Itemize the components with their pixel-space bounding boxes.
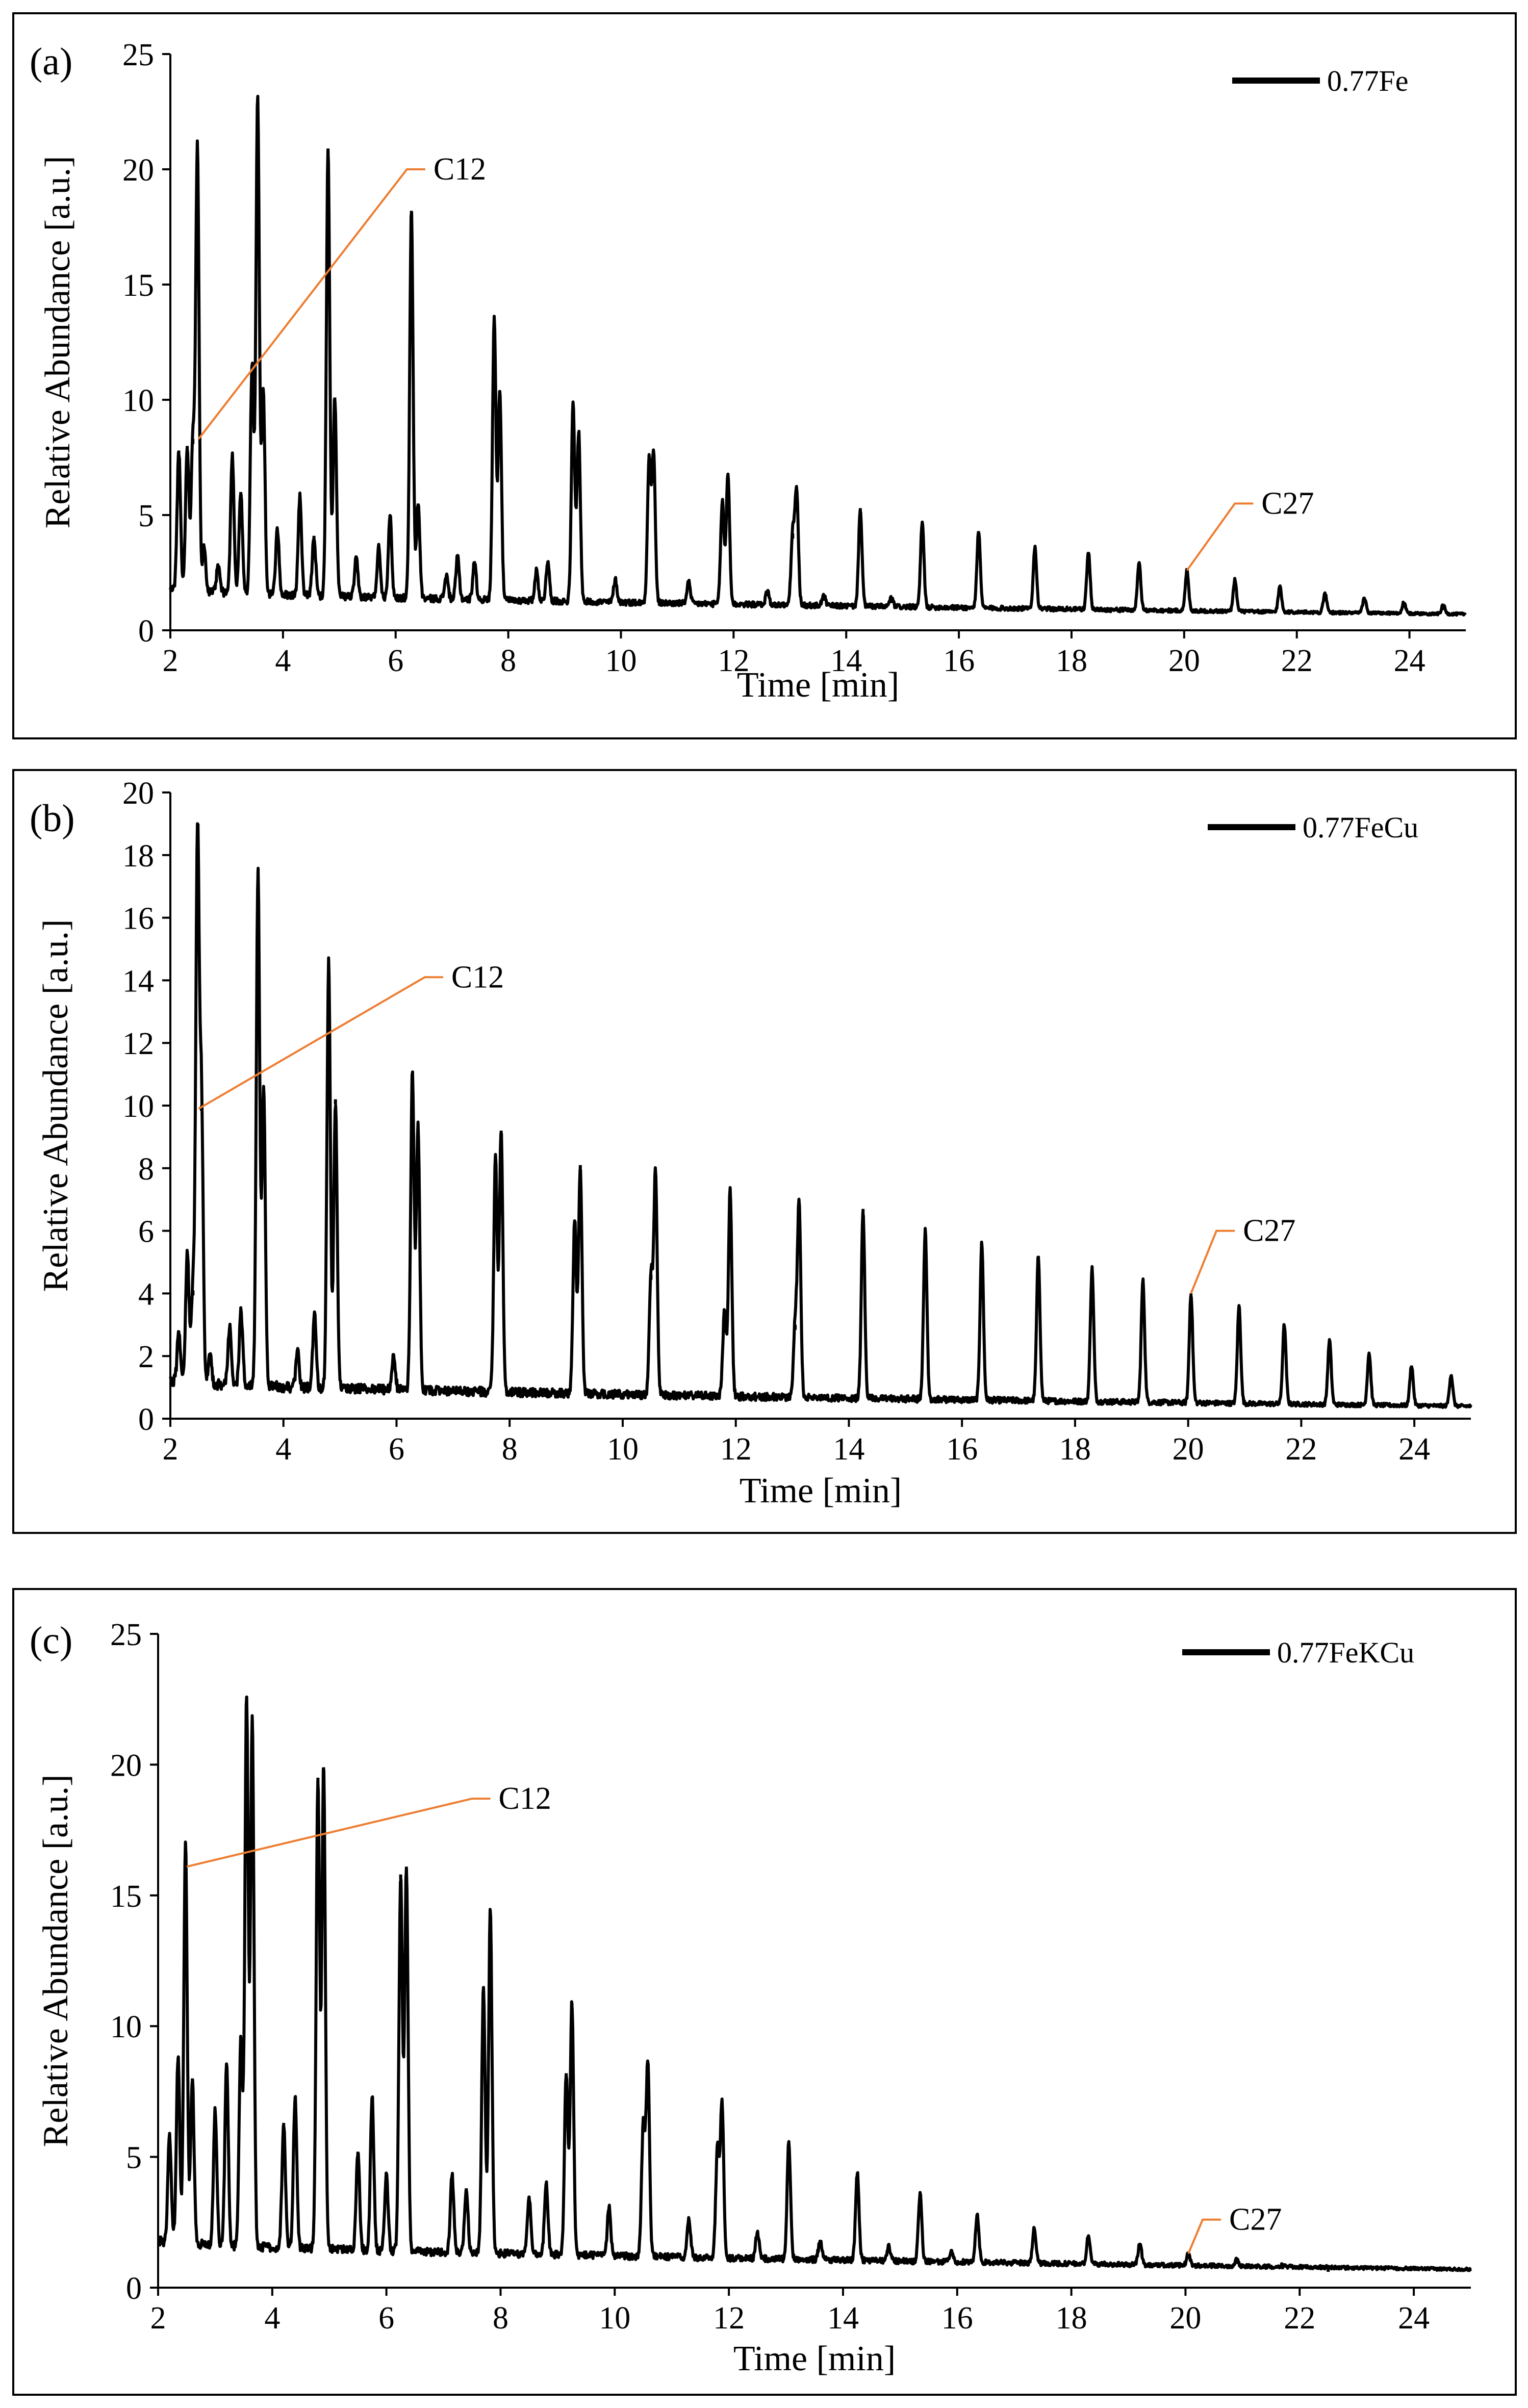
annotation-label: C12 [499, 1781, 551, 1816]
x-tick-label: 24 [1398, 2301, 1430, 2336]
x-tick-label: 16 [943, 644, 975, 678]
x-tick-label: 12 [720, 1432, 752, 1467]
x-tick-label: 18 [1056, 2301, 1087, 2336]
x-tick-label: 4 [264, 2301, 280, 2336]
x-tick-label: 2 [163, 1432, 179, 1467]
y-tick-label: 6 [138, 1215, 154, 1249]
annotation-label: C27 [1243, 1214, 1295, 1248]
annotation-leader-line [186, 1798, 491, 1868]
x-tick-label: 8 [500, 644, 516, 678]
y-tick-label: 25 [122, 38, 154, 72]
chart-panel-c: 0 5 10 15 20 25 2 4 6 8 10 12 14 16 18 20 22 24 Time [min]… [12, 1588, 1517, 2396]
x-tick-label: 10 [605, 644, 636, 678]
y-tick-label: 5 [126, 2141, 142, 2175]
y-tick-label: 0 [126, 2271, 142, 2306]
x-tick-label: 22 [1281, 644, 1313, 678]
x-tick-label: 14 [830, 644, 862, 678]
y-axis-label: Relative Abundance [a.u.] [38, 156, 78, 529]
x-tick-label: 8 [493, 2301, 508, 2336]
x-axis-label: Time [min] [733, 2339, 896, 2378]
legend-label: 0.77FeKCu [1277, 1636, 1414, 1669]
y-tick-label: 12 [122, 1027, 154, 1061]
x-tick-label: 2 [150, 2301, 166, 2336]
x-tick-label: 20 [1168, 644, 1200, 678]
panel-label: (b) [30, 797, 75, 840]
y-tick-label: 0 [138, 1402, 154, 1437]
y-tick-label: 20 [122, 776, 154, 811]
x-tick-label: 6 [388, 644, 403, 678]
x-tick-label: 16 [946, 1432, 978, 1467]
x-tick-label: 12 [718, 644, 749, 678]
y-tick-label: 10 [122, 383, 154, 418]
annotation-label: C12 [434, 152, 486, 187]
x-tick-label: 6 [389, 1432, 404, 1467]
y-tick-label: 16 [122, 902, 154, 936]
annotation-leader-line [1187, 2218, 1221, 2255]
data-series-line [157, 1695, 1472, 2272]
y-tick-label: 2 [138, 1340, 154, 1374]
y-tick-label: 25 [110, 1618, 142, 1652]
y-tick-label: 8 [138, 1152, 154, 1187]
x-tick-label: 2 [163, 644, 179, 678]
x-tick-label: 4 [275, 1432, 291, 1467]
x-tick-label: 12 [713, 2301, 745, 2336]
annotation-leader-line [1186, 502, 1254, 571]
x-tick-label: 18 [1059, 1432, 1091, 1467]
y-tick-label: 15 [110, 1879, 142, 1914]
data-series-line [169, 94, 1467, 617]
x-tick-label: 24 [1394, 644, 1425, 678]
panel-label: (a) [30, 40, 72, 83]
chart-panel-b: 0 2 4 6 8 10 12 14 16 18 20 2 4 6 8 10 12 14 16 18 20 22 24 Tim… [12, 769, 1517, 1534]
y-tick-label: 18 [122, 839, 154, 874]
annotation-leader-line [198, 976, 443, 1110]
x-tick-label: 22 [1284, 2301, 1315, 2336]
x-tick-label: 10 [607, 1432, 639, 1467]
x-tick-label: 14 [827, 2301, 859, 2336]
y-tick-label: 5 [138, 499, 154, 533]
chart-panel-a: 0 5 10 15 20 25 2 4 6 8 10 12 14 16 18 20 22 24 Time [min]… [12, 12, 1517, 739]
data-series-line [169, 822, 1472, 1409]
annotation-label: C12 [451, 960, 504, 994]
x-axis-label: Time [min] [740, 1471, 902, 1510]
y-tick-label: 0 [138, 614, 154, 649]
y-tick-label: 20 [122, 153, 154, 188]
x-tick-label: 24 [1398, 1432, 1430, 1467]
x-tick-label: 20 [1169, 2301, 1201, 2336]
y-tick-label: 20 [110, 1748, 142, 1783]
y-tick-label: 4 [138, 1277, 154, 1312]
legend-label: 0.77FeCu [1303, 811, 1418, 844]
x-tick-label: 14 [833, 1432, 864, 1467]
annotation-leader-line [1190, 1229, 1235, 1294]
x-tick-label: 18 [1056, 644, 1087, 678]
y-tick-label: 15 [122, 268, 154, 303]
panel-label: (c) [30, 1619, 72, 1662]
y-axis-label: Relative Abundance [a.u.] [36, 919, 75, 1292]
annotation-leader-line [197, 168, 425, 440]
annotation-label: C27 [1229, 2202, 1282, 2237]
x-tick-label: 8 [502, 1432, 518, 1467]
x-tick-label: 6 [378, 2301, 394, 2336]
y-tick-label: 10 [122, 1089, 154, 1124]
annotation-label: C27 [1261, 486, 1314, 521]
x-tick-label: 10 [599, 2301, 630, 2336]
legend-label: 0.77Fe [1327, 64, 1409, 97]
x-tick-label: 20 [1173, 1432, 1204, 1467]
x-tick-label: 4 [275, 644, 291, 678]
x-axis-label: Time [min] [737, 665, 899, 705]
y-axis-label: Relative Abundance [a.u.] [36, 1775, 75, 2147]
x-tick-label: 16 [941, 2301, 973, 2336]
y-tick-label: 10 [110, 2010, 142, 2044]
y-tick-label: 14 [122, 964, 154, 998]
x-tick-label: 22 [1285, 1432, 1317, 1467]
